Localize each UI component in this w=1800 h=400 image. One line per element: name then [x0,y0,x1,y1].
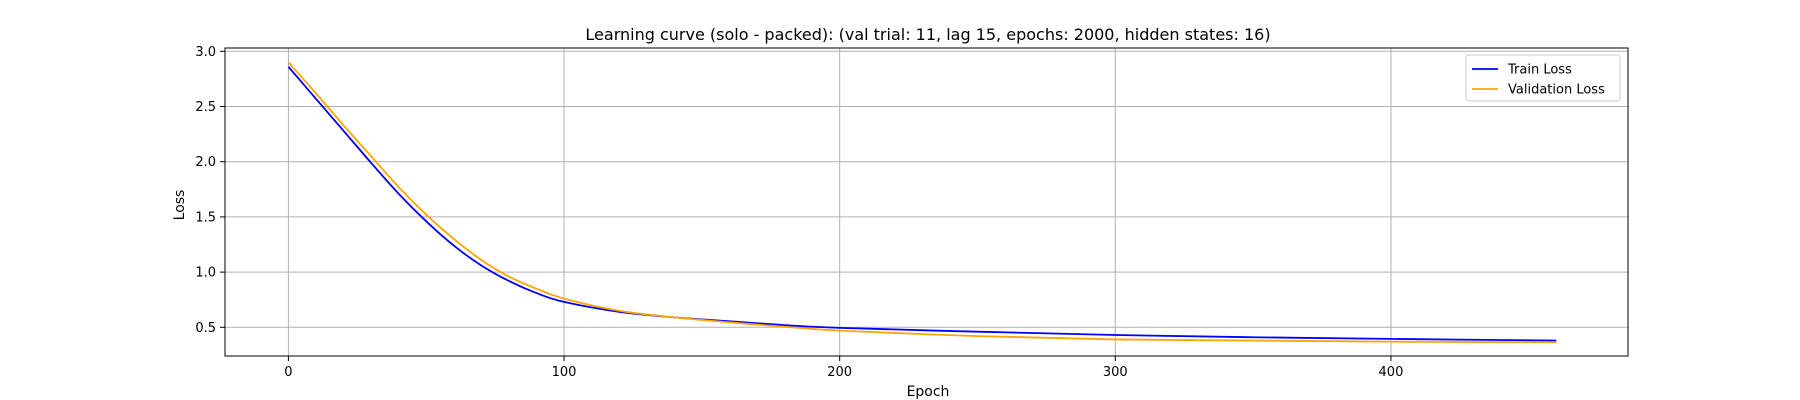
legend-label-train-loss: Train Loss [1507,63,1572,78]
validation-loss-line [287,61,1557,344]
y-axis: 0.5 1.0 1.5 2.0 2.5 3.0 [195,45,225,336]
x-tick-label: 200 [827,365,852,380]
x-tick-label: 400 [1379,365,1404,380]
x-axis: 0 100 200 300 400 [284,356,1403,380]
legend-box [1465,54,1621,102]
x-tick-label: 100 [552,365,577,380]
legend-label-validation-loss: Validation Loss [1508,83,1605,98]
grid-lines [225,48,1628,356]
chart-title: Learning curve (solo - packed): (val tri… [585,25,1270,44]
x-tick-label: 0 [284,365,292,380]
plot-frame [224,47,1629,357]
y-tick-label: 3.0 [195,45,216,60]
y-tick-label: 1.0 [195,266,216,281]
x-axis-label: Epoch [907,384,950,400]
y-tick-label: 1.5 [195,210,216,225]
y-tick-label: 0.5 [195,321,216,336]
y-tick-label: 2.5 [195,100,216,115]
x-tick-label: 300 [1103,365,1128,380]
series-layer [287,61,1557,344]
y-axis-label: Loss [172,190,188,221]
y-tick-label: 2.0 [195,155,216,170]
legend: Train Loss Validation Loss [1465,54,1621,102]
train-loss-line [287,66,1557,342]
